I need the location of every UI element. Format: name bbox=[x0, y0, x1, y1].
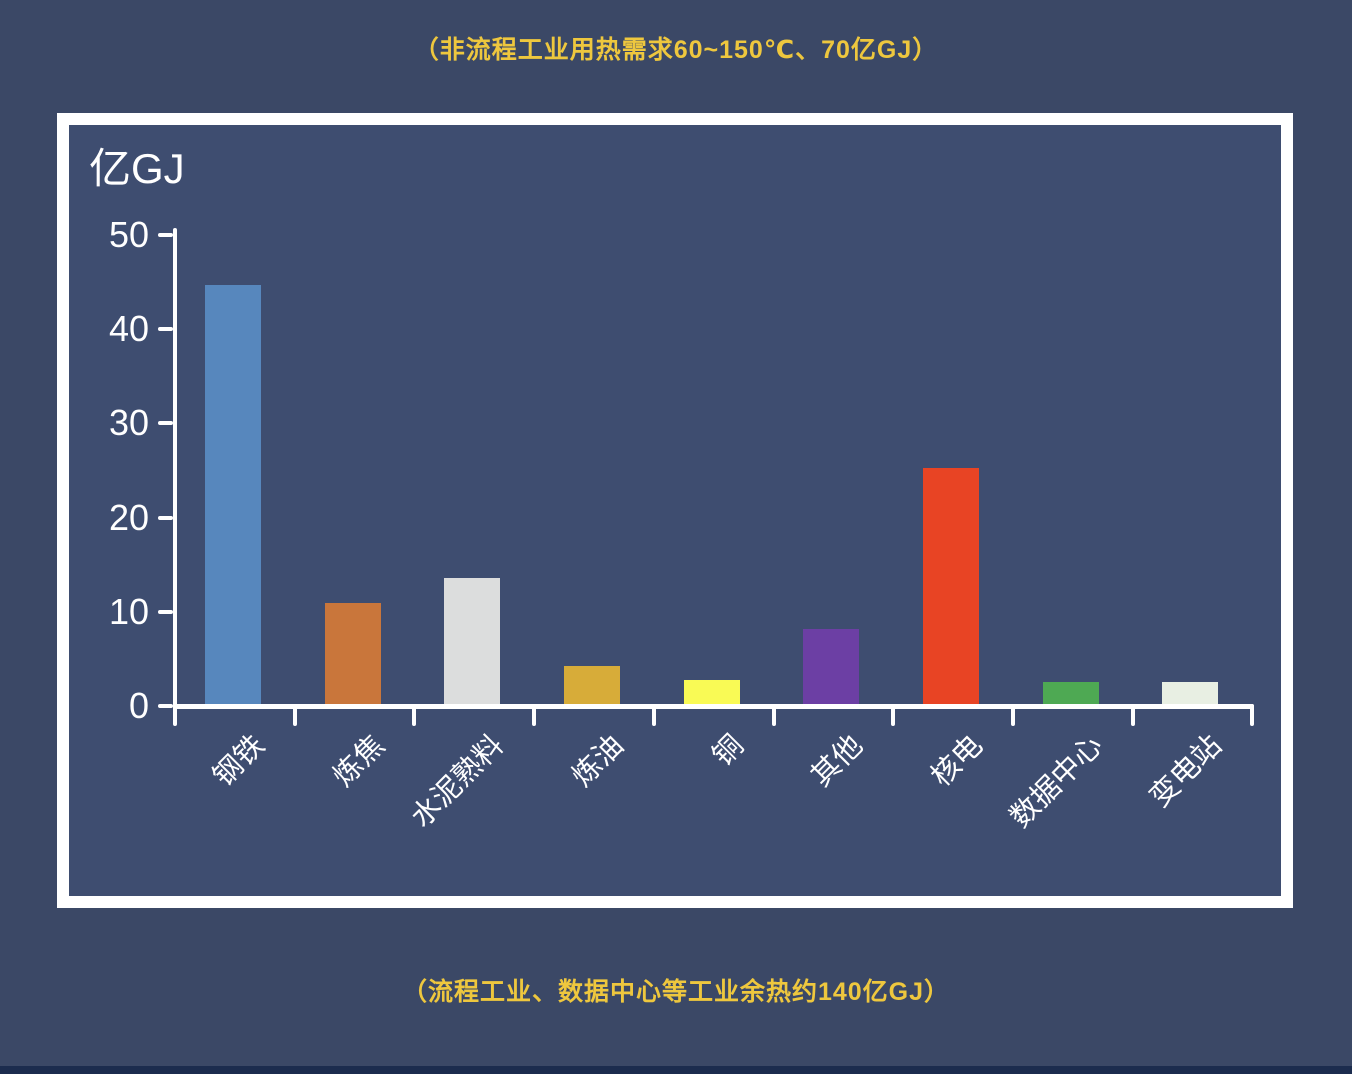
x-tick-label: 其他 bbox=[805, 729, 870, 793]
y-tick-label: 50 bbox=[108, 214, 149, 255]
y-tick bbox=[158, 233, 173, 237]
y-tick bbox=[158, 421, 173, 426]
x-axis-line bbox=[173, 704, 1255, 709]
x-tick bbox=[891, 704, 896, 726]
y-tick-label: 0 bbox=[128, 685, 149, 726]
bottom-accent-strip bbox=[0, 1066, 1352, 1074]
x-tick bbox=[173, 704, 177, 726]
x-tick bbox=[1130, 704, 1135, 726]
bar-铜 bbox=[684, 680, 740, 704]
x-tick-label: 炼焦 bbox=[326, 729, 391, 793]
x-tick bbox=[532, 704, 537, 726]
bar-炼焦 bbox=[325, 603, 381, 704]
x-tick-label: 核电 bbox=[925, 729, 989, 793]
bar-核电 bbox=[923, 468, 979, 704]
y-tick bbox=[158, 704, 173, 708]
x-tick bbox=[651, 704, 656, 726]
y-tick bbox=[158, 327, 173, 332]
x-tick bbox=[1010, 704, 1015, 726]
chart-caption-bottom: （流程工业、数据中心等工业余热约140亿GJ） bbox=[401, 978, 951, 1006]
y-tick-label: 40 bbox=[108, 308, 149, 350]
y-tick-label: 10 bbox=[108, 590, 149, 632]
x-tick bbox=[412, 704, 417, 726]
bar-chart-plot-area: 亿GJ 0 10 20 30 40 50 钢铁 炼焦 水泥熟料 炼油 铜 其他 核电 数据中心 变电站 bbox=[69, 125, 1281, 896]
chart-frame: 亿GJ 0 10 20 30 40 50 钢铁 炼焦 水泥熟料 炼油 铜 其他 核电 数据中心 变电站 bbox=[57, 113, 1293, 908]
chart-caption-top: （非流程工业用热需求60~150℃、70亿GJ） bbox=[413, 36, 939, 64]
x-tick-label: 铜 bbox=[706, 729, 750, 773]
y-axis-line bbox=[173, 228, 177, 709]
x-tick bbox=[771, 704, 776, 726]
bar-钢铁 bbox=[205, 285, 261, 704]
x-tick-label: 水泥熟料 bbox=[405, 729, 511, 834]
x-tick bbox=[292, 704, 297, 726]
bar-水泥熟料 bbox=[444, 578, 500, 704]
bar-其他 bbox=[803, 629, 859, 704]
x-tick-label: 炼油 bbox=[566, 729, 630, 793]
x-tick bbox=[1250, 704, 1255, 726]
x-tick-label: 钢铁 bbox=[207, 729, 271, 793]
y-tick-label: 30 bbox=[108, 402, 149, 444]
y-tick bbox=[158, 515, 173, 520]
bar-数据中心 bbox=[1043, 682, 1099, 704]
y-axis-unit-label: 亿GJ bbox=[89, 145, 185, 192]
y-tick bbox=[158, 609, 173, 614]
y-tick-label: 20 bbox=[108, 496, 149, 538]
x-tick-label: 数据中心 bbox=[1004, 729, 1109, 834]
x-tick-label: 变电站 bbox=[1144, 729, 1229, 814]
bar-变电站 bbox=[1162, 682, 1218, 704]
bar-炼油 bbox=[564, 666, 620, 704]
